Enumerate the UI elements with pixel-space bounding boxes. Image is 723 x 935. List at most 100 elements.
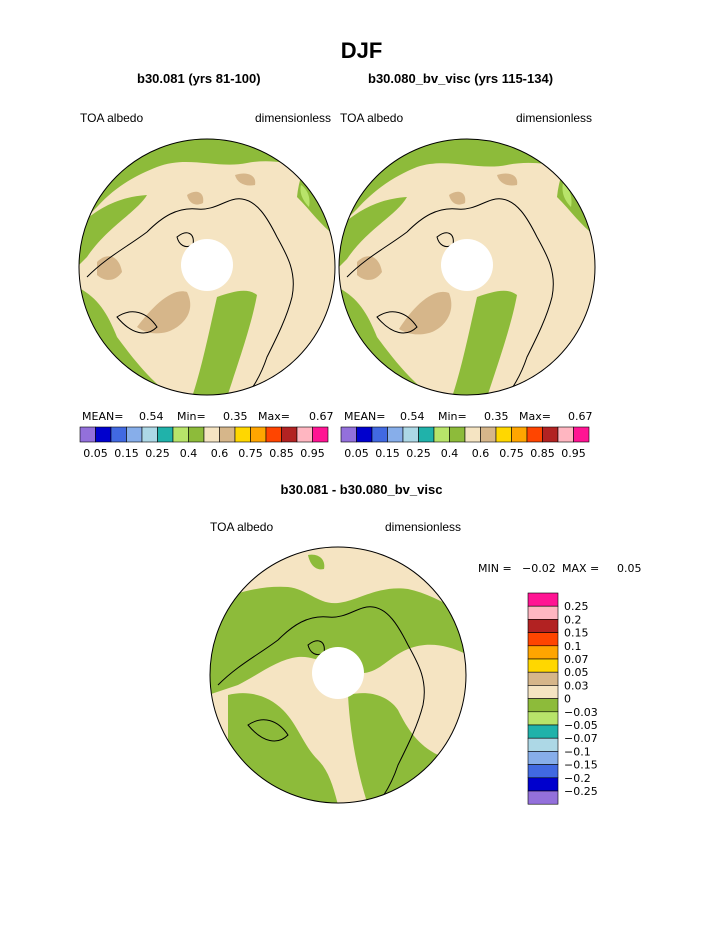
colorbar-swatch	[188, 426, 205, 443]
map-border	[209, 546, 467, 804]
light-green-region	[562, 183, 572, 207]
right-min-value: 0.35	[484, 410, 509, 423]
colorbar-tick-label: 0.85	[269, 447, 294, 460]
colorbar-swatch	[296, 426, 313, 443]
colorbar-swatch	[126, 426, 143, 443]
left-min-value: 0.35	[223, 410, 248, 423]
diff-min-label: MIN =	[478, 562, 512, 575]
colorbar-swatch	[527, 671, 559, 686]
coastline	[86, 198, 294, 395]
diff-min-value: −0.02	[522, 562, 556, 575]
colorbar-swatch	[527, 698, 559, 713]
colorbar-tick-label: 0.03	[564, 679, 589, 692]
colorbar-swatch	[527, 790, 559, 805]
diff-variable-label: TOA albedo	[210, 520, 274, 534]
left-mean-label: MEAN=	[82, 410, 124, 423]
colorbar-swatch	[573, 426, 590, 443]
colorbar-swatch	[110, 426, 127, 443]
colorbar-swatch	[356, 426, 373, 443]
right-mean-value: 0.54	[400, 410, 425, 423]
colorbar-swatch	[527, 645, 559, 660]
brown-region	[187, 191, 204, 205]
brown-region	[235, 173, 256, 186]
coastline	[217, 606, 425, 803]
colorbar-swatch	[557, 426, 574, 443]
coastline	[116, 311, 158, 334]
brown-region	[137, 291, 191, 334]
colorbar-swatch	[141, 426, 158, 443]
colorbar-swatch	[527, 777, 559, 792]
colorbar-tick-label: −0.03	[564, 706, 598, 719]
colorbar-tick-label: 0.15	[375, 447, 400, 460]
polar-hole	[441, 239, 493, 291]
right-panel-subtitle: b30.080_bv_visc (yrs 115-134)	[368, 71, 554, 86]
diff-units-label: dimensionless	[385, 520, 462, 534]
green-region	[210, 586, 466, 695]
colorbar-tick-label: −0.1	[564, 745, 591, 758]
colorbar-tick-label: 0.25	[145, 447, 170, 460]
right-variable-label: TOA albedo	[340, 111, 404, 125]
colorbar-swatch	[527, 751, 559, 765]
colorbar-swatch	[527, 737, 559, 752]
colorbar-tick-label: 0.05	[344, 447, 369, 460]
colorbar-swatch	[203, 426, 220, 443]
right-max-value: 0.67	[568, 410, 593, 423]
green-region	[452, 290, 517, 395]
right-mean-label: MEAN=	[344, 410, 386, 423]
left-colorbar: 0.05 0.15 0.25 0.4 0.6 0.75 0.85 0.95	[79, 426, 329, 460]
coastline	[346, 198, 554, 395]
diff-panel-subtitle: b30.081 - b30.080_bv_visc	[280, 482, 443, 497]
green-region	[192, 290, 257, 395]
colorbar-tick-label: 0.15	[564, 627, 589, 640]
brown-region	[449, 191, 466, 205]
colorbar-swatch	[281, 426, 298, 443]
colorbar-swatch	[250, 426, 267, 443]
diff-max-value: 0.05	[617, 562, 642, 575]
coastline	[376, 311, 418, 334]
colorbar-tick-label: 0.75	[499, 447, 524, 460]
colorbar-tick-label: 0.4	[180, 447, 198, 460]
colorbar-swatch	[480, 426, 497, 443]
polar-hole	[181, 239, 233, 291]
colorbar-swatch	[340, 426, 357, 443]
right-polar-map	[338, 138, 596, 396]
left-max-value: 0.67	[309, 410, 334, 423]
colorbar-tick-label: −0.05	[564, 719, 598, 732]
colorbar-tick-label: −0.15	[564, 759, 598, 772]
right-max-label: Max=	[519, 410, 551, 423]
left-polar-map	[78, 138, 336, 396]
colorbar-swatch	[312, 426, 329, 443]
colorbar-swatch	[449, 426, 466, 443]
colorbar-swatch	[527, 711, 559, 726]
colorbar-swatch	[79, 426, 96, 443]
difference-polar-map	[209, 546, 467, 804]
colorbar-swatch	[527, 685, 559, 699]
colorbar-swatch	[527, 764, 559, 779]
colorbar-swatch	[464, 426, 481, 443]
colorbar-tick-label: 0.6	[472, 447, 490, 460]
right-units-label: dimensionless	[516, 111, 593, 125]
polar-hole	[312, 647, 364, 699]
green-region	[79, 195, 147, 267]
brown-region	[399, 291, 452, 335]
map-border	[78, 138, 336, 396]
left-variable-label: TOA albedo	[80, 111, 144, 125]
colorbar-tick-label: 0.6	[211, 447, 229, 460]
colorbar-tick-label: 0.75	[238, 447, 263, 460]
colorbar-swatch	[387, 426, 404, 443]
colorbar-swatch	[371, 426, 388, 443]
left-min-label: Min=	[177, 410, 206, 423]
colorbar-swatch	[542, 426, 559, 443]
brown-region	[497, 173, 518, 186]
colorbar-tick-label: 0.05	[564, 666, 589, 679]
colorbar-swatch	[527, 619, 559, 633]
page-title: DJF	[340, 38, 383, 63]
colorbar-swatch	[234, 426, 251, 443]
light-green-region	[300, 185, 310, 207]
colorbar-tick-label: 0	[564, 693, 571, 706]
left-units-label: dimensionless	[255, 111, 332, 125]
colorbar-tick-label: 0.25	[564, 600, 589, 613]
colorbar-swatch	[95, 426, 112, 443]
colorbar-swatch	[527, 724, 559, 739]
colorbar-tick-label: 0.85	[530, 447, 555, 460]
